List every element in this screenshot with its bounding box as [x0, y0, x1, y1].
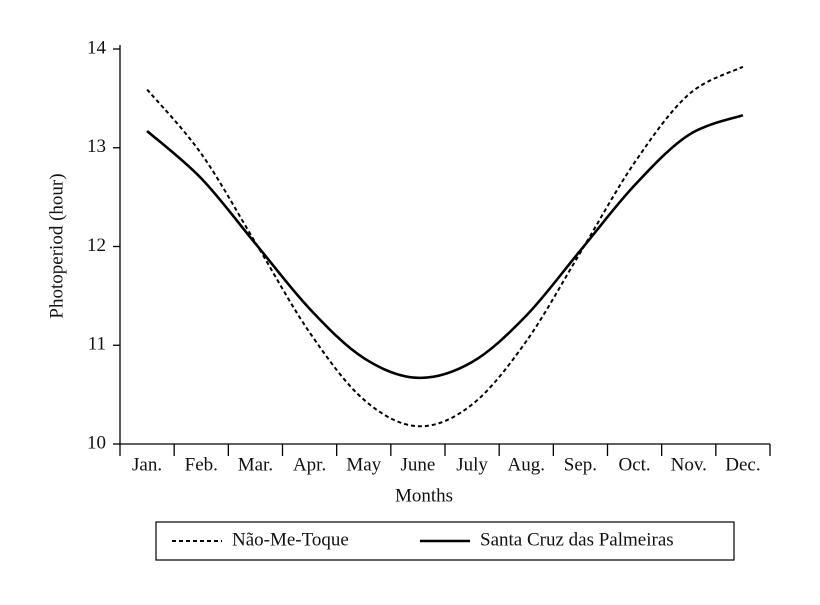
legend-label: Não-Me-Toque	[232, 529, 349, 550]
y-tick-label: 13	[87, 136, 106, 157]
x-tick-label: July	[456, 454, 488, 475]
y-tick-label: 14	[87, 37, 107, 58]
y-tick-label: 12	[87, 235, 106, 256]
x-tick-label: Oct.	[618, 454, 650, 475]
x-tick-label: Mar.	[238, 454, 273, 475]
legend-label: Santa Cruz das Palmeiras	[480, 529, 674, 550]
x-tick-label: Jan.	[132, 454, 162, 475]
y-axis-label: Photoperiod (hour)	[46, 173, 67, 318]
legend-box	[155, 521, 735, 561]
x-tick-label: June	[401, 454, 436, 475]
x-tick-label: Sep.	[564, 454, 597, 475]
series-line	[146, 113, 744, 380]
y-tick-label: 10	[87, 432, 106, 453]
y-tick-label: 11	[88, 334, 106, 355]
x-tick-label: Feb.	[185, 454, 218, 475]
x-tick-label: Nov.	[671, 454, 707, 475]
x-axis-label: Months	[395, 485, 453, 506]
x-tick-label: Dec.	[725, 454, 760, 475]
x-tick-label: Apr.	[293, 454, 326, 475]
series-line	[146, 65, 744, 428]
x-tick-label: Aug.	[508, 454, 545, 475]
x-tick-label: May	[346, 454, 381, 475]
